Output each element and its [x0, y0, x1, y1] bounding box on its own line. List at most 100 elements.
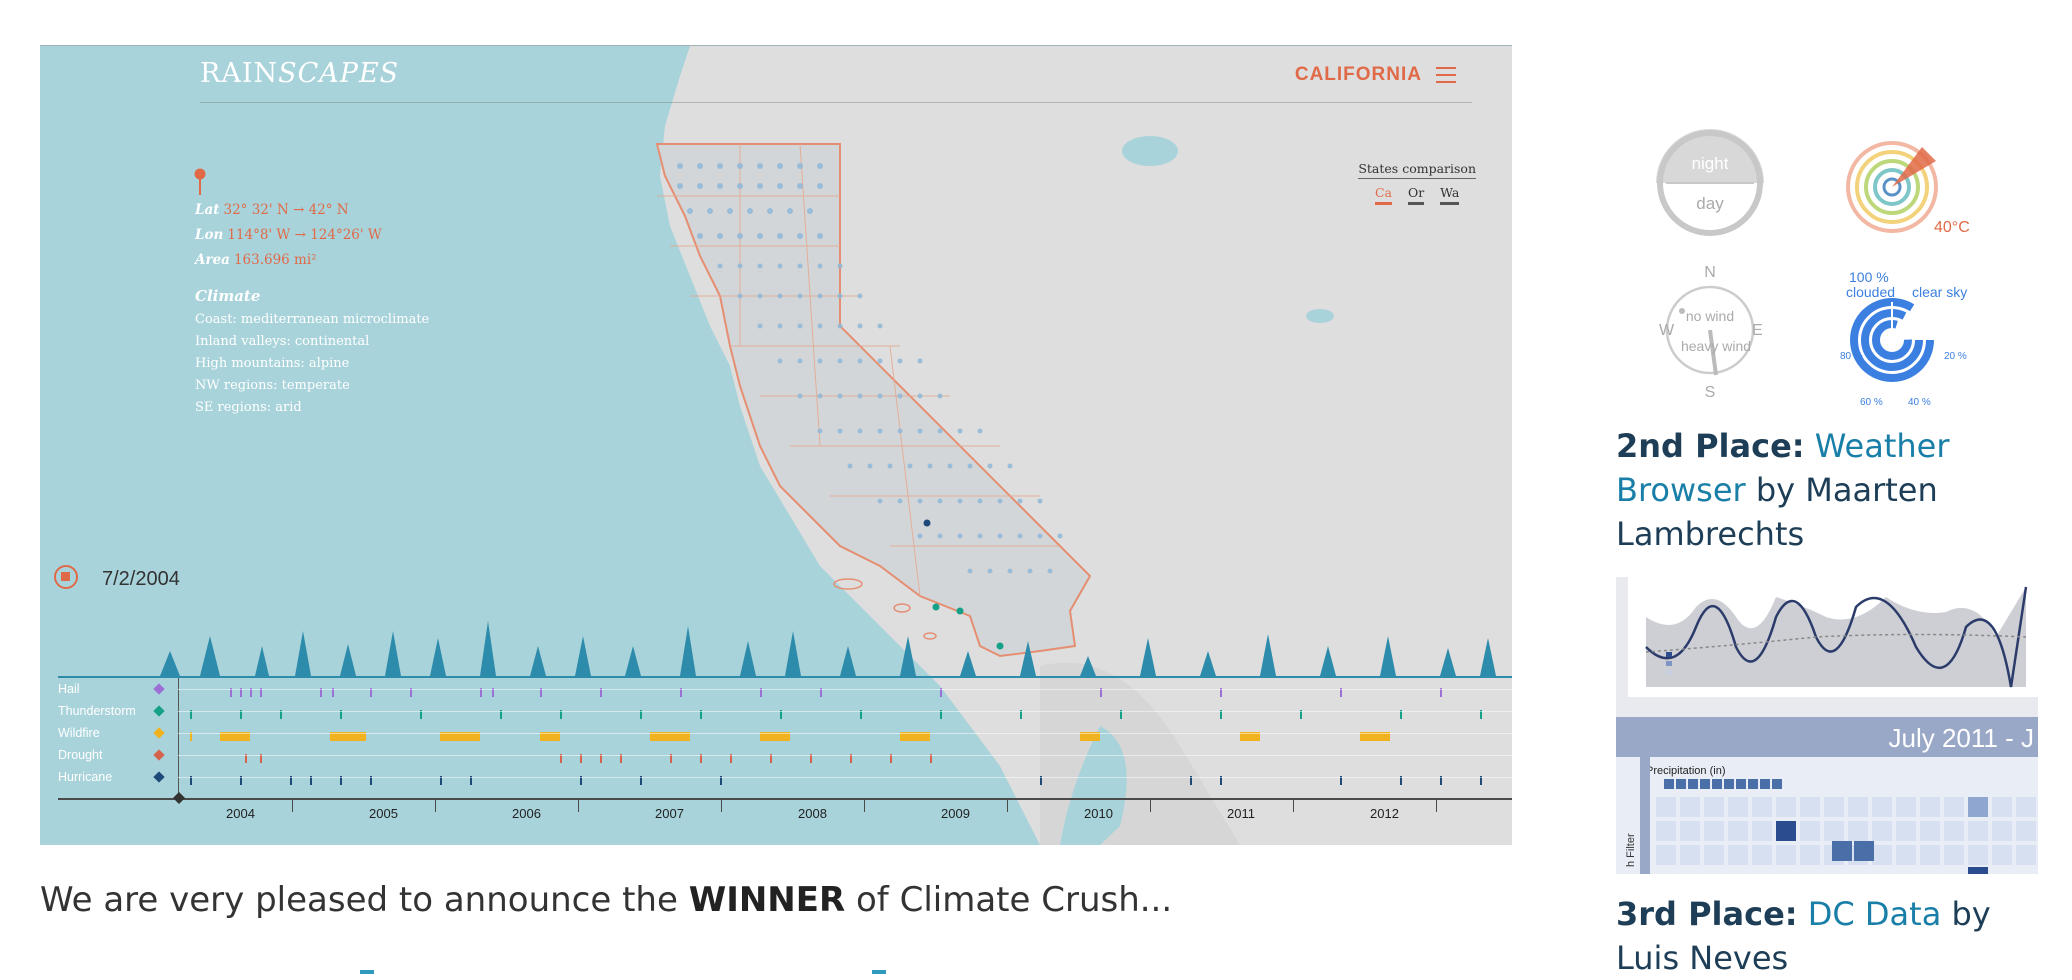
climate-line: Coast: mediterranean microclimate: [195, 312, 430, 327]
track-label: Wildfire: [58, 726, 100, 740]
clear-sky-label: clear sky: [1912, 284, 1967, 300]
compass-n: N: [1704, 264, 1716, 281]
clouded-label: clouded: [1846, 284, 1895, 300]
timeline-axis[interactable]: 2004 2005 2006 2007 2008 2009 2010 2011 …: [40, 792, 1512, 838]
third-place-label: 3rd Place:: [1616, 895, 1798, 933]
track-hail[interactable]: Hail: [40, 679, 1512, 699]
second-place-label: 2nd Place:: [1616, 427, 1805, 465]
thumb-filter-label: h Filter: [1625, 833, 1637, 867]
winner-label: WINNER: [688, 880, 846, 920]
year-label: 2011: [1227, 806, 1255, 821]
track-wildfire[interactable]: Wildfire: [40, 723, 1512, 743]
sidebar: night day 40°C N S W E no wind heavy win…: [1616, 0, 2072, 977]
timeline-handle-icon[interactable]: [173, 792, 185, 804]
winner-announcement: We are very pleased to announce the WINN…: [40, 880, 1172, 920]
third-place-entry: 3rd Place: DC Data by Luis Neves: [1616, 892, 1991, 980]
axis-tick: [435, 798, 436, 812]
lon-value: 114°8' W → 124°26' W: [227, 227, 382, 243]
axis-tick: [721, 798, 722, 812]
cutoff-heading: [40, 952, 940, 974]
dc-data-thumbnail[interactable]: July 2011 - J Precipitation (in) h Filte…: [1616, 577, 2038, 874]
night-label: night: [1692, 154, 1729, 173]
axis-baseline: [58, 798, 1512, 800]
year-label: 2005: [369, 806, 398, 821]
weather-browser-link[interactable]: Weather: [1814, 427, 1950, 465]
cloud-80-label: 80 %: [1840, 351, 1863, 362]
axis-tick: [292, 798, 293, 812]
lat-row: Lat 32° 32' N → 42° N: [195, 198, 429, 223]
cloud-cover-gauge: 100 % clouded clear sky 80 % 20 % 60 % 4…: [1840, 269, 1967, 405]
track-line: [178, 777, 1512, 778]
brand-suffix: SCAPES: [278, 58, 400, 89]
track-hurricane[interactable]: Hurricane: [40, 767, 1512, 787]
diamond-icon: [153, 749, 165, 761]
weather-browser-link[interactable]: Browser: [1616, 471, 1746, 509]
axis-tick: [1007, 798, 1008, 812]
thumb-precip-label: Precipitation (in): [1646, 765, 1725, 777]
track-line: [178, 689, 1512, 690]
year-label: 2007: [655, 806, 684, 821]
climate-line: SE regions: arid: [195, 400, 302, 415]
header-divider: [200, 102, 1472, 103]
track-label: Hurricane: [58, 770, 113, 784]
precipitation-grid: [677, 163, 1063, 574]
announcement-text: We are very pleased to announce the: [40, 880, 689, 920]
second-place-author: by Maarten: [1745, 471, 1938, 509]
hamburger-menu-icon[interactable]: [1436, 67, 1456, 83]
area-value: 163.696 mi²: [233, 252, 317, 268]
track-thunderstorm[interactable]: Thunderstorm: [40, 701, 1512, 721]
diamond-icon: [153, 771, 165, 783]
axis-tick: [1293, 798, 1294, 812]
climate-line: High mountains: alpine: [195, 356, 350, 371]
cutoff-heading-glyphs: [360, 970, 886, 974]
cloud-100-label: 100 %: [1849, 269, 1889, 285]
climate-line: NW regions: temperate: [195, 378, 350, 393]
location-pin-icon: [194, 168, 206, 195]
diamond-icon: [153, 705, 165, 717]
day-label: day: [1696, 194, 1724, 213]
compare-option-ca[interactable]: Ca: [1374, 185, 1392, 205]
stop-button[interactable]: [54, 565, 78, 589]
track-label: Thunderstorm: [58, 704, 136, 718]
rainscapes-logo[interactable]: RAINSCAPES: [200, 58, 399, 89]
climate-line: Inland valleys: continental: [195, 334, 370, 349]
track-label: Hail: [58, 682, 80, 696]
axis-tick: [578, 798, 579, 812]
precipitation-spikes: [160, 621, 1496, 676]
lon-label: Lon: [195, 227, 224, 243]
compass-w: W: [1659, 322, 1675, 339]
track-line: [178, 711, 1512, 712]
area-label: Area: [195, 252, 230, 268]
weather-widgets[interactable]: night day 40°C N S W E no wind heavy win…: [1656, 125, 2072, 405]
track-line: [178, 755, 1512, 756]
state-selector[interactable]: CALIFORNIA: [1294, 64, 1422, 85]
year-label: 2004: [226, 806, 255, 821]
cloud-20-label: 20 %: [1944, 351, 1967, 362]
year-label: 2009: [941, 806, 970, 821]
year-label: 2006: [512, 806, 541, 821]
states-comparison-title: States comparison: [1358, 161, 1476, 179]
rainscapes-screenshot[interactable]: RAINSCAPES CALIFORNIA Lat 32° 32' N → 42°…: [40, 45, 1512, 845]
track-label: Drought: [58, 748, 103, 762]
track-line: [178, 733, 1512, 734]
state-info-panel: Lat 32° 32' N → 42° N Lon 114°8' W → 124°2…: [195, 198, 429, 419]
track-drought[interactable]: Drought: [40, 745, 1512, 765]
no-wind-label: no wind: [1686, 308, 1734, 324]
cloud-40-label: 40 %: [1908, 397, 1931, 405]
compass-e: E: [1752, 322, 1763, 339]
third-place-author: Luis Neves: [1616, 939, 1789, 977]
event-ticks: [190, 688, 1482, 785]
year-label: 2012: [1370, 806, 1399, 821]
temperature-gauge: 40°C: [1846, 141, 1970, 236]
dc-data-link[interactable]: DC Data: [1807, 895, 1942, 933]
diamond-icon: [153, 683, 165, 695]
dc-data-chart: July 2011 - J Precipitation (in) h Filte…: [1616, 577, 2038, 874]
diamond-icon: [153, 727, 165, 739]
compare-option-or[interactable]: Or: [1407, 185, 1425, 205]
compare-option-wa[interactable]: Wa: [1440, 185, 1460, 205]
cloud-60-label: 60 %: [1860, 397, 1883, 405]
compass-s: S: [1705, 384, 1716, 401]
year-label: 2008: [798, 806, 827, 821]
axis-tick: [864, 798, 865, 812]
lon-row: Lon 114°8' W → 124°26' W: [195, 223, 429, 248]
